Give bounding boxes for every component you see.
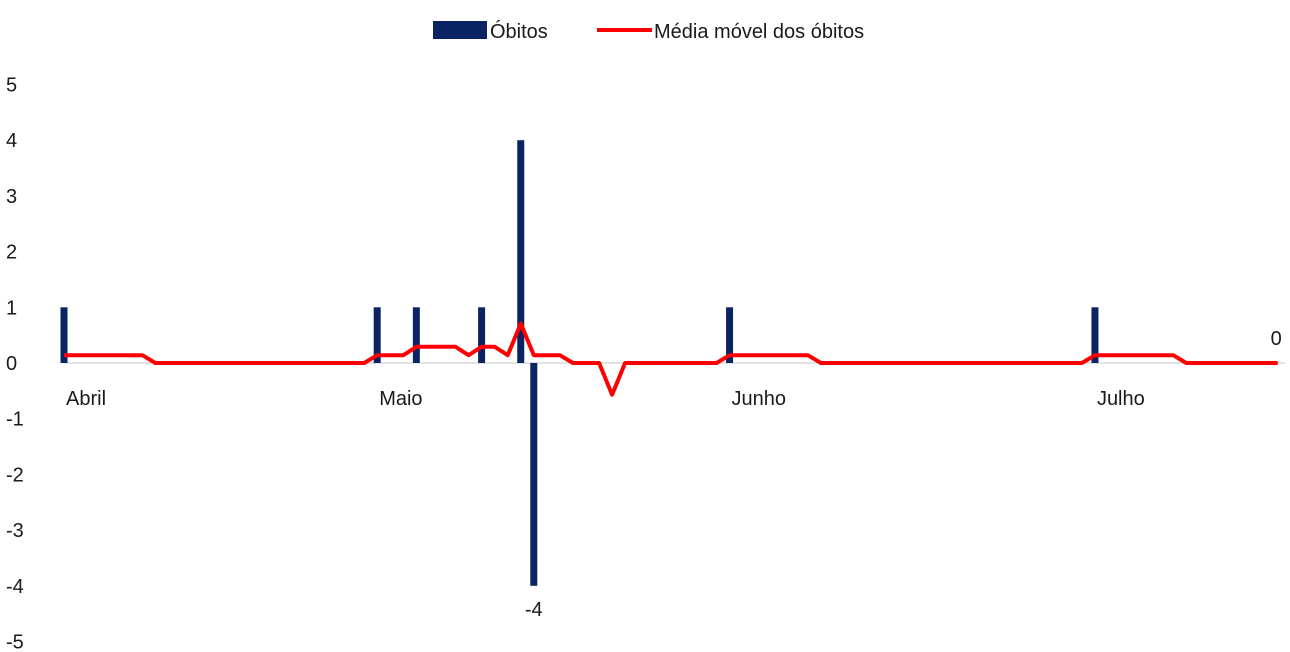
y-tick-label: -4 [6, 576, 24, 598]
legend-label-media-movel: Média móvel dos óbitos [654, 21, 864, 43]
media-movel-line [64, 321, 1278, 397]
data-labels: -4 0 [525, 328, 1282, 621]
y-tick-label: 2 [6, 242, 17, 264]
y-tick-label: 4 [6, 130, 17, 152]
obitos-bar [1091, 307, 1099, 363]
y-tick-label: -3 [6, 520, 24, 542]
obitos-bar [726, 307, 734, 363]
x-tick-label: Maio [379, 388, 422, 410]
data-label: -4 [525, 599, 543, 621]
x-axis-month-labels: Abril Maio Junho Julho [66, 388, 1145, 410]
obitos-bars [60, 140, 1099, 586]
y-axis-ticks: 5 4 3 2 1 0 -1 -2 -3 -4 -5 [6, 75, 24, 652]
x-tick-label: Junho [732, 388, 787, 410]
obitos-bar [412, 307, 420, 363]
data-label: 0 [1271, 328, 1282, 350]
obitos-bar [530, 363, 538, 586]
obitos-bar [373, 307, 381, 363]
y-tick-label: 0 [6, 353, 17, 375]
y-tick-label: 3 [6, 186, 17, 208]
y-tick-label: 1 [6, 297, 17, 319]
obitos-bar [60, 307, 68, 363]
x-tick-label: Julho [1097, 388, 1145, 410]
y-tick-label: -5 [6, 632, 24, 652]
obitos-bar [478, 307, 486, 363]
y-tick-label: 5 [6, 75, 17, 97]
legend-swatch-obitos [433, 21, 487, 39]
legend-label-obitos: Óbitos [490, 20, 548, 43]
x-tick-label: Abril [66, 388, 106, 410]
legend: Óbitos Média móvel dos óbitos [433, 20, 864, 43]
y-tick-label: -2 [6, 464, 24, 486]
obitos-bar [517, 140, 525, 363]
y-tick-label: -1 [6, 409, 24, 431]
